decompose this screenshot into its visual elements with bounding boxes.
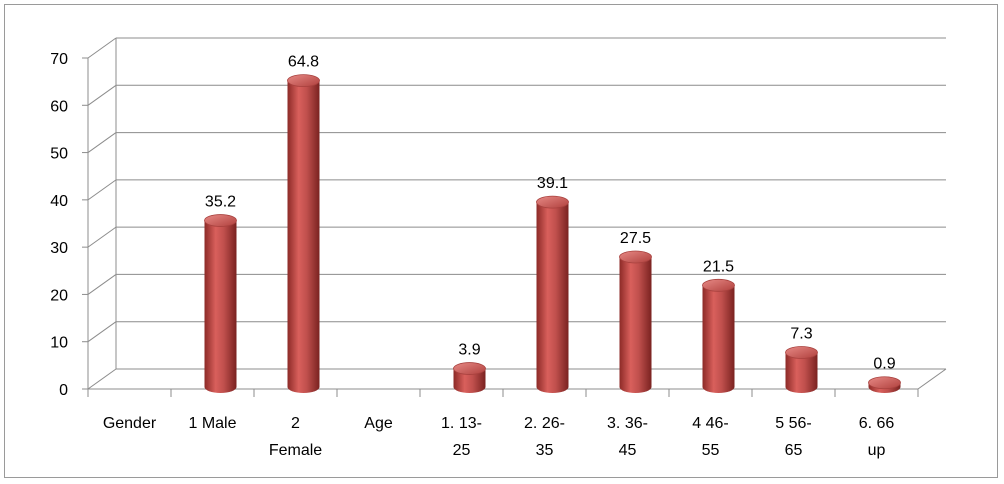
- y-tick-label: 20: [50, 287, 68, 304]
- data-label: 7.3: [790, 325, 812, 342]
- gridline: [87, 321, 946, 343]
- data-labels: 35.2 64.8 3.9 39.1 27.5 21.5 7.3 0.9: [205, 54, 896, 373]
- y-axis-tick-labels: 0 10 20 30 40 50 60 70: [50, 51, 68, 399]
- data-label: 64.8: [288, 54, 319, 71]
- data-label: 27.5: [620, 230, 651, 247]
- y-tick-label: 0: [59, 382, 68, 399]
- chart-frame: [4, 4, 998, 478]
- gridline: [87, 132, 946, 153]
- floor-edge: [917, 368, 947, 390]
- data-label: 21.5: [703, 258, 734, 275]
- bar: [536, 195, 569, 393]
- x-category-label: 3. 36-45: [607, 415, 648, 459]
- gridline: [87, 226, 946, 248]
- data-label: 35.2: [205, 194, 236, 211]
- bar: [868, 376, 901, 393]
- gridline: [87, 84, 946, 106]
- x-category-label: 1. 13-25: [441, 415, 482, 459]
- gridline: [87, 179, 946, 201]
- bars: [204, 74, 901, 394]
- data-label: 3.9: [458, 342, 480, 359]
- gridlines: [87, 37, 946, 390]
- y-tick-label: 50: [50, 146, 68, 163]
- gridline: [87, 37, 946, 59]
- bar: [453, 362, 486, 393]
- gridline: [87, 273, 946, 295]
- x-category-label: 2 Female: [269, 415, 322, 459]
- x-category-label: Age: [364, 415, 393, 432]
- x-axis-category-labels: Gender 1 Male 2 Female Age 1. 13-25 2. 26-35 3.…: [103, 415, 895, 459]
- x-category-label: 1 Male: [188, 415, 236, 432]
- x-category-label: 6. 66 up: [859, 415, 895, 459]
- bar: [619, 250, 652, 393]
- bar: [287, 74, 320, 394]
- bar: [702, 278, 735, 393]
- data-label: 39.1: [537, 175, 568, 192]
- y-tick-label: 60: [50, 98, 68, 115]
- y-tick-label: 10: [50, 335, 68, 352]
- y-tick-label: 70: [50, 51, 68, 68]
- bar: [204, 214, 237, 393]
- x-category-label: Gender: [103, 415, 157, 432]
- y-tick-label: 30: [50, 240, 68, 257]
- x-category-label: 2. 26-35: [524, 415, 565, 459]
- y-tick-label: 40: [50, 193, 68, 210]
- data-label: 0.9: [873, 356, 895, 373]
- x-category-label: 5 56-65: [775, 415, 811, 459]
- bar: [785, 346, 818, 393]
- x-category-label: 4 46-55: [692, 415, 728, 459]
